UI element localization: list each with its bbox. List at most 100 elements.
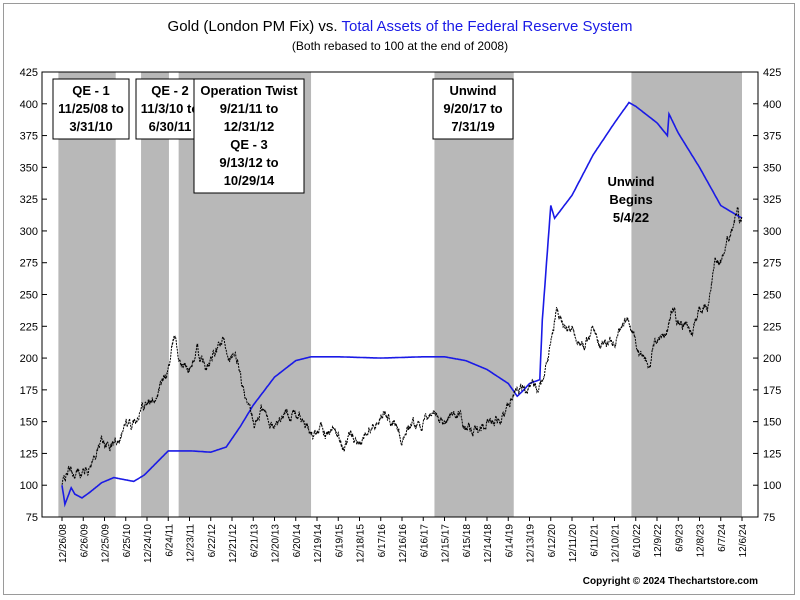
y-tick-label-left-3: 150 bbox=[20, 417, 38, 429]
chart-title: Gold (London PM Fix) vs. Total Assets of… bbox=[0, 18, 800, 35]
x-tick-label-5: 6/24/11 bbox=[164, 524, 175, 557]
annotation-box-4: Unwind Begins 5/4/22 bbox=[608, 174, 655, 225]
shaded-period-3 bbox=[434, 72, 514, 517]
y-tick-label-right-9: 300 bbox=[763, 226, 781, 238]
annotation-line-4-2: 5/4/22 bbox=[613, 210, 649, 225]
chart-title-gold: Gold (London PM Fix) vs. bbox=[167, 18, 342, 35]
y-tick-label-right-3: 150 bbox=[763, 417, 781, 429]
annotation-line-2-0: Operation Twist bbox=[200, 83, 298, 98]
annotation-bg-2 bbox=[193, 78, 305, 194]
x-tick-label-30: 12/8/23 bbox=[696, 524, 707, 558]
x-tick-label-10: 12/20/13 bbox=[271, 524, 282, 563]
x-tick-label-4: 12/24/10 bbox=[143, 524, 154, 563]
x-tick-label-0: 12/26/08 bbox=[58, 524, 69, 563]
x-tick-label-31: 6/7/24 bbox=[717, 524, 728, 552]
x-tick-label-9: 6/21/13 bbox=[249, 524, 260, 558]
y-tick-label-left-6: 225 bbox=[20, 321, 38, 333]
x-tick-label-26: 12/10/21 bbox=[611, 524, 622, 563]
shaded-period-1 bbox=[141, 72, 169, 517]
x-tick-label-18: 12/15/17 bbox=[441, 524, 452, 563]
annotation-line-2-4: 9/13/12 to bbox=[219, 155, 278, 170]
y-tick-label-right-5: 200 bbox=[763, 353, 781, 365]
x-tick-label-20: 12/14/18 bbox=[483, 524, 494, 563]
annotation-line-2-2: 12/31/12 bbox=[224, 119, 275, 134]
y-tick-label-left-0: 75 bbox=[26, 512, 38, 524]
x-tick-label-21: 6/14/19 bbox=[504, 524, 515, 558]
x-tick-label-27: 6/10/22 bbox=[632, 524, 643, 558]
y-tick-label-right-14: 425 bbox=[763, 67, 781, 79]
series-gold bbox=[61, 206, 743, 485]
x-tick-label-3: 6/25/10 bbox=[122, 524, 133, 558]
shaded-period-0 bbox=[58, 72, 116, 517]
chart-frame bbox=[3, 3, 795, 595]
x-tick-label-22: 12/13/19 bbox=[526, 524, 537, 563]
x-tick-label-16: 12/16/16 bbox=[398, 524, 409, 563]
y-tick-label-right-4: 175 bbox=[763, 385, 781, 397]
x-tick-label-29: 6/9/23 bbox=[674, 524, 685, 552]
line-gold bbox=[61, 206, 743, 485]
annotations: QE - 1 11/25/08 to 3/31/10 QE - 2 11/3/10 to… bbox=[52, 78, 655, 225]
y-tick-label-right-11: 350 bbox=[763, 162, 781, 174]
x-axis: 12/26/08 6/26/09 12/25/09 6/25/10 12/24/10 6/… bbox=[58, 517, 749, 563]
annotation-line-3-0: Unwind bbox=[450, 83, 497, 98]
x-tick-label-6: 12/23/11 bbox=[186, 524, 197, 563]
y-axis-right: 75 100 125 150 175 200 225 250 275 300 325 350 375 40… bbox=[753, 67, 781, 524]
y-tick-label-right-7: 250 bbox=[763, 290, 781, 302]
annotation-line-2-3: QE - 3 bbox=[230, 137, 268, 152]
annotation-line-3-2: 7/31/19 bbox=[451, 119, 494, 134]
annotation-line-0-2: 3/31/10 bbox=[69, 119, 112, 134]
annotation-box-0: QE - 1 11/25/08 to 3/31/10 bbox=[52, 78, 130, 140]
series-fed-assets bbox=[61, 101, 743, 508]
y-tick-label-left-14: 425 bbox=[20, 67, 38, 79]
annotation-bg-0 bbox=[52, 78, 130, 140]
annotation-bg-3 bbox=[432, 78, 514, 140]
x-tick-label-19: 6/15/18 bbox=[462, 524, 473, 558]
y-tick-label-left-12: 375 bbox=[20, 131, 38, 143]
x-tick-label-15: 6/17/16 bbox=[377, 524, 388, 558]
annotation-line-4-1: Begins bbox=[609, 192, 652, 207]
x-tick-label-7: 6/22/12 bbox=[207, 524, 218, 558]
y-tick-label-left-7: 250 bbox=[20, 290, 38, 302]
x-tick-label-23: 6/12/20 bbox=[547, 524, 558, 558]
line-fed-assets bbox=[61, 101, 743, 508]
y-tick-label-right-10: 325 bbox=[763, 194, 781, 206]
annotation-line-1-0: QE - 2 bbox=[151, 83, 189, 98]
y-tick-label-left-4: 175 bbox=[20, 385, 38, 397]
y-tick-label-left-5: 200 bbox=[20, 353, 38, 365]
annotation-line-0-0: QE - 1 bbox=[72, 83, 110, 98]
annotation-line-2-1: 9/21/11 to bbox=[220, 101, 279, 116]
y-tick-label-right-1: 100 bbox=[763, 480, 781, 492]
y-tick-label-left-10: 325 bbox=[20, 194, 38, 206]
annotation-box-1: QE - 2 11/3/10 to 6/30/11 bbox=[135, 78, 205, 140]
copyright-text: Copyright © 2024 Thechartstore.com bbox=[582, 576, 758, 587]
chart-title-fed: Total Assets of the Federal Reserve Syst… bbox=[341, 18, 633, 35]
x-tick-label-8: 12/21/12 bbox=[228, 524, 239, 563]
y-tick-label-right-0: 75 bbox=[763, 512, 775, 524]
y-tick-label-left-8: 275 bbox=[20, 258, 38, 270]
annotation-line-3-1: 9/20/17 to bbox=[443, 101, 502, 116]
annotation-line-1-1: 11/3/10 to bbox=[141, 101, 200, 116]
y-tick-label-right-6: 225 bbox=[763, 321, 781, 333]
x-tick-label-2: 12/25/09 bbox=[101, 524, 112, 563]
annotation-line-4-0: Unwind bbox=[608, 174, 655, 189]
x-tick-label-12: 12/19/14 bbox=[313, 524, 324, 563]
x-tick-label-24: 12/11/20 bbox=[568, 524, 579, 563]
chart-subtitle: (Both rebased to 100 at the end of 2008) bbox=[291, 39, 509, 53]
x-tick-label-25: 6/11/21 bbox=[589, 524, 600, 557]
y-tick-label-right-8: 275 bbox=[763, 258, 781, 270]
annotation-line-0-1: 11/25/08 to bbox=[58, 101, 124, 116]
x-tick-label-14: 12/18/15 bbox=[356, 524, 367, 563]
annotation-box-3: Unwind 9/20/17 to 7/31/19 bbox=[432, 78, 514, 140]
y-tick-label-left-9: 300 bbox=[20, 226, 38, 238]
y-tick-label-right-2: 125 bbox=[763, 448, 781, 460]
x-tick-label-32: 12/6/24 bbox=[738, 524, 749, 558]
y-tick-label-right-13: 400 bbox=[763, 99, 781, 111]
annotation-line-1-2: 6/30/11 bbox=[149, 119, 192, 134]
x-tick-label-11: 6/20/14 bbox=[292, 524, 303, 558]
x-tick-label-1: 6/26/09 bbox=[79, 524, 90, 558]
y-tick-label-left-13: 400 bbox=[20, 99, 38, 111]
x-tick-label-13: 6/19/15 bbox=[334, 524, 345, 558]
y-tick-label-right-12: 375 bbox=[763, 131, 781, 143]
y-tick-label-left-11: 350 bbox=[20, 162, 38, 174]
